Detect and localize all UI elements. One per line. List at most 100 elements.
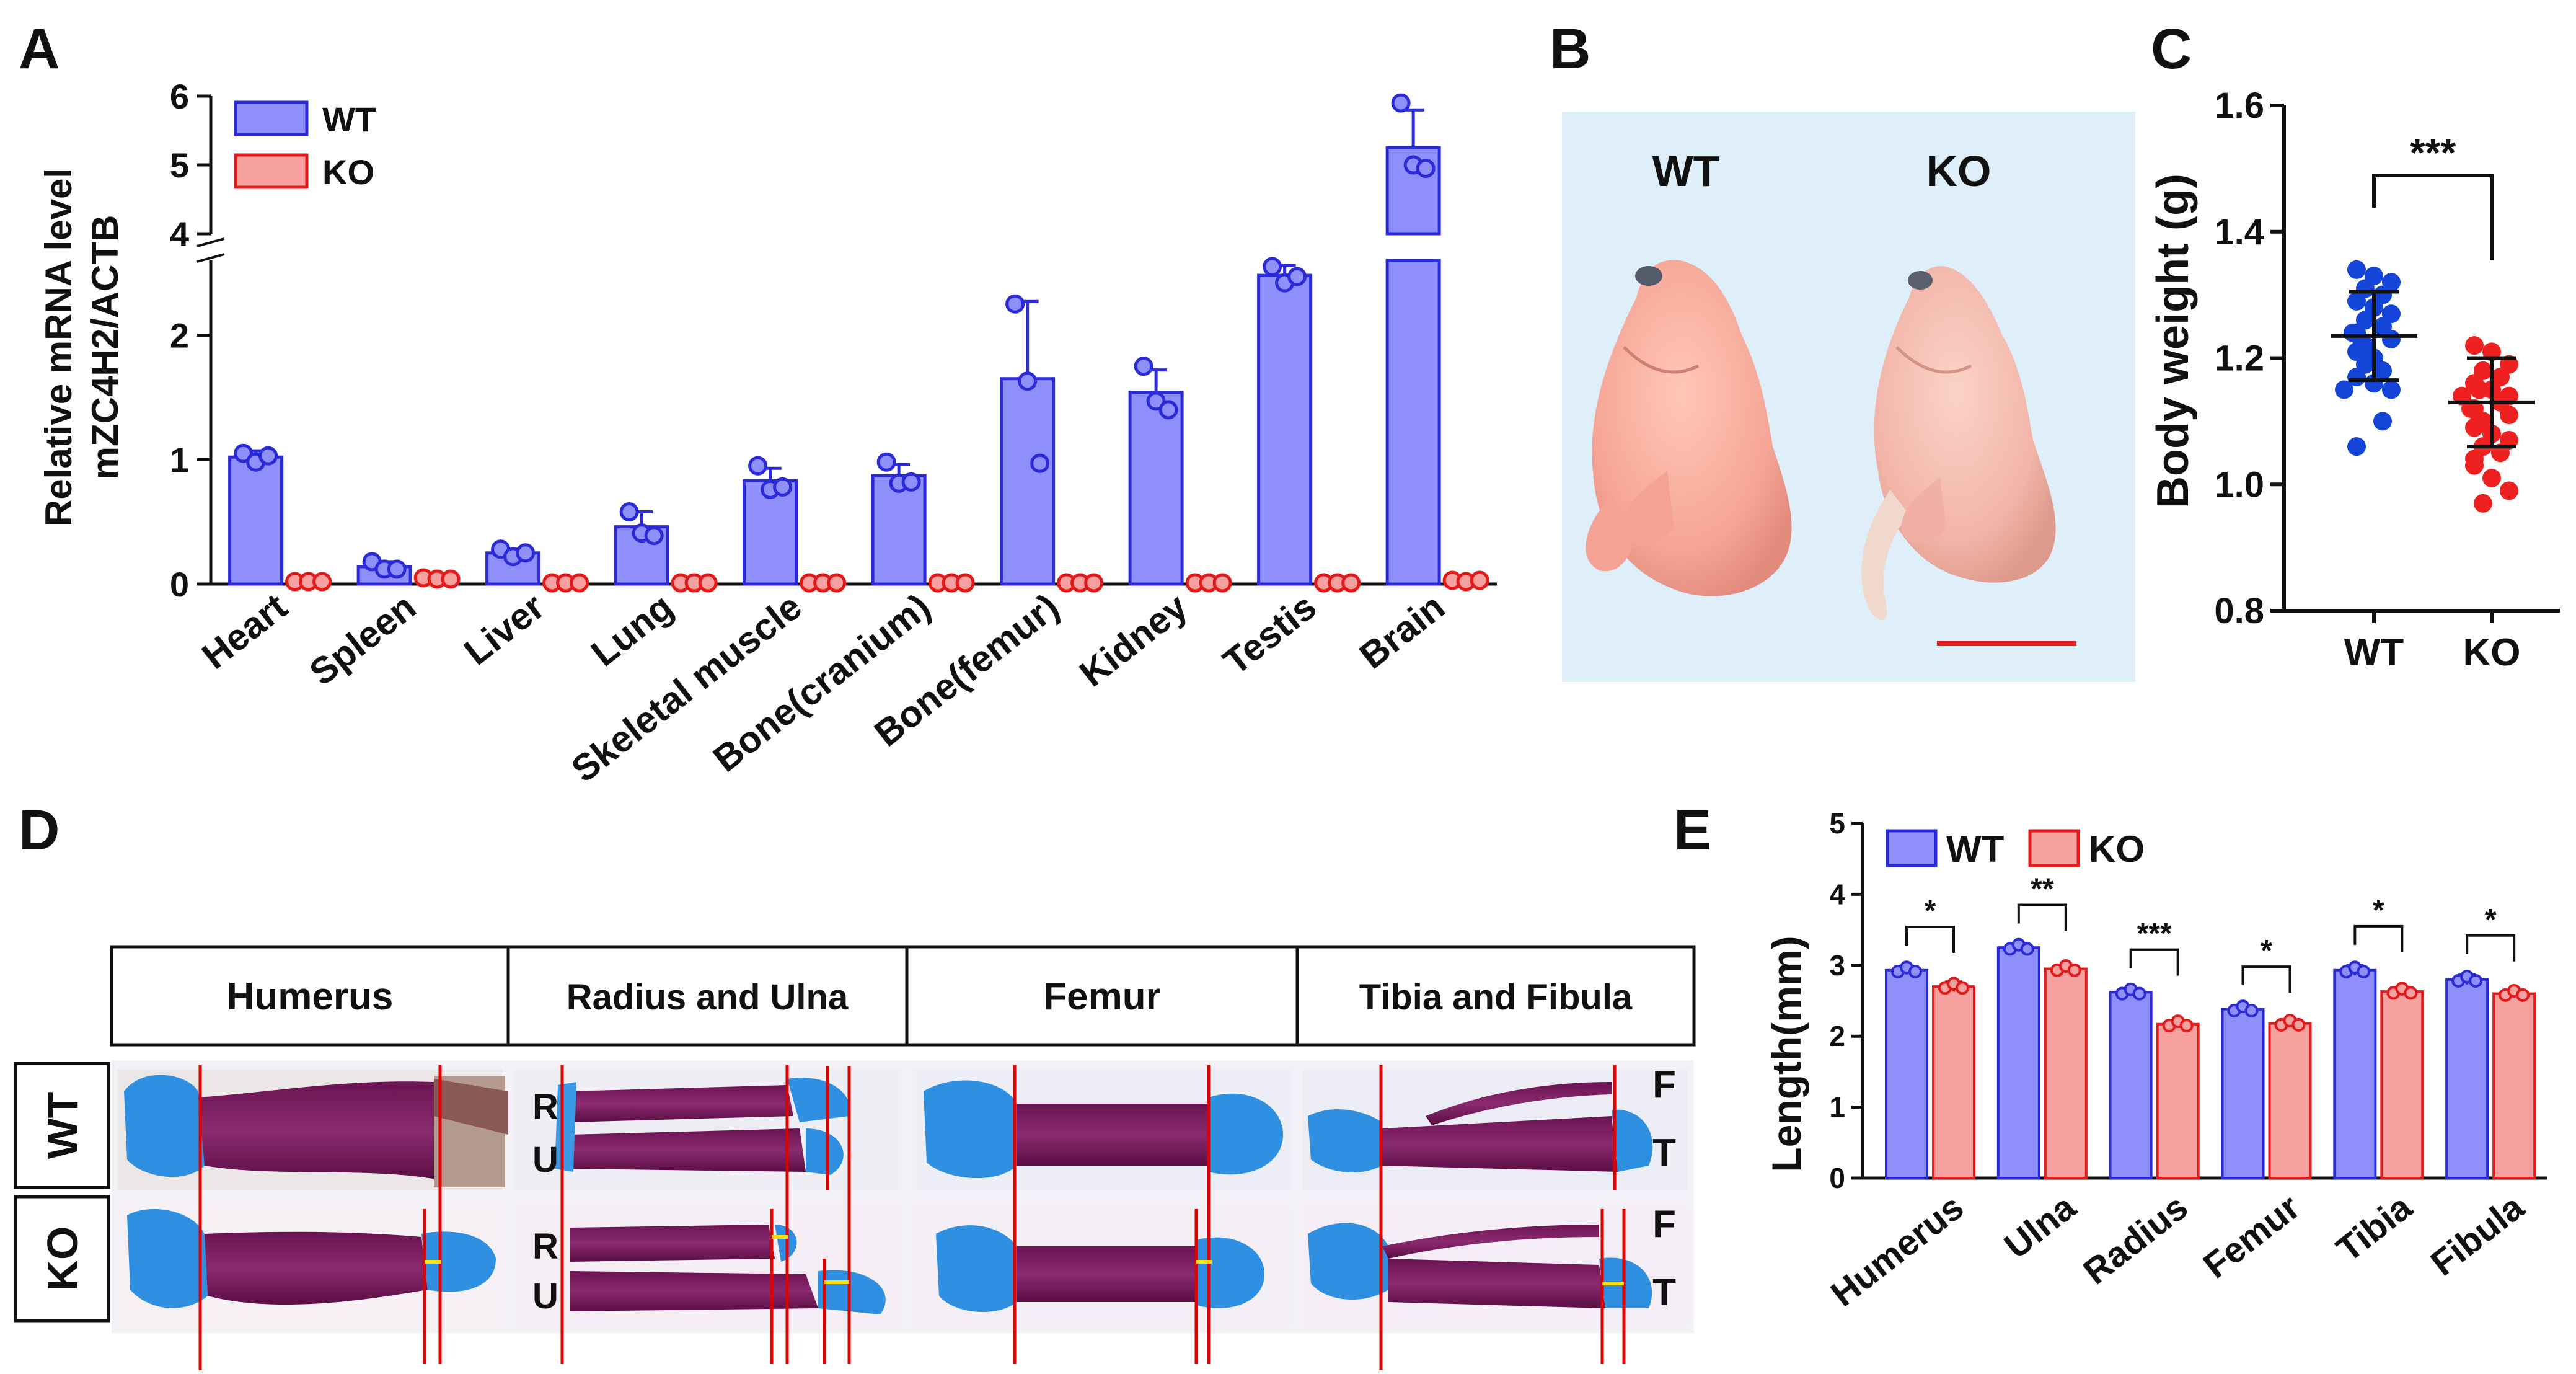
chart-e-bar-wt-ulna xyxy=(1996,946,2040,1179)
chart-a-legend-wt: WT xyxy=(322,100,376,139)
chart-c-point-ko xyxy=(2500,406,2518,425)
col-header-tibia-fibula: Tibia and Fibula xyxy=(1359,977,1633,1017)
femur-wt-image xyxy=(913,1070,1291,1190)
chart-e-significance-ulna: ** xyxy=(2031,873,2054,906)
chart-e-significance-bracket xyxy=(2466,934,2516,962)
chart-a-ytick-label: 0 xyxy=(170,565,189,604)
chart-e-legend-ko: KO xyxy=(2089,828,2145,870)
chart-c-point-ko xyxy=(2465,336,2484,355)
chart-a-point-wt xyxy=(748,456,768,476)
col-header-box-femur xyxy=(905,945,1299,1047)
chart-a-bar-wt-heart xyxy=(228,455,284,586)
chart-e-ytick-label: 3 xyxy=(1829,949,1845,982)
chart-c-ytick-label: 0.8 xyxy=(2214,591,2264,631)
measurement-lines xyxy=(198,1065,1626,1370)
chart-a-ylabel-line1: Relative mRNA level xyxy=(38,168,79,526)
col-header-box-humerus xyxy=(110,945,510,1047)
chart-c-point-wt xyxy=(2347,437,2366,456)
chart-e-significance-bracket xyxy=(2241,965,2291,993)
chart-a-axis-break xyxy=(196,253,225,263)
chart-c-ytick-label: 1.0 xyxy=(2214,464,2264,505)
panel-label-d: D xyxy=(19,799,60,862)
chart-e-bar-wt-tibia xyxy=(2333,968,2377,1179)
chart-c-point-ko xyxy=(2482,469,2501,488)
panel-label-b: B xyxy=(1550,17,1590,81)
chart-a-point-ko xyxy=(827,573,847,593)
chart-a-xtick-label-spleen: Spleen xyxy=(302,585,423,693)
chart-a-point-wt xyxy=(1018,371,1038,391)
chart-a-xtick-label-kidney: Kidney xyxy=(1072,585,1195,694)
chart-c-point-ko xyxy=(2500,481,2518,500)
chart-c-point-ko xyxy=(2470,380,2489,399)
chart-e-significance-bracket xyxy=(2353,924,2404,952)
chart-e-ylabel: Length(mm) xyxy=(1763,936,1809,1172)
chart-a-bar-wt-kidney xyxy=(1128,391,1184,586)
chart-e-significance-bracket xyxy=(2129,948,2179,976)
growth-plate-marks xyxy=(425,1235,1624,1285)
chart-a-point-wt xyxy=(619,502,639,522)
chart-e-bar-ko-femur xyxy=(2268,1022,2312,1180)
chart-c-ytick-label: 1.6 xyxy=(2214,86,2264,126)
chart-a-xtick-label-bone-cranium: Bone(cranium) xyxy=(705,585,938,779)
tibia-fibula-wt-image xyxy=(1303,1070,1688,1190)
label-f-ko: F xyxy=(1652,1203,1676,1246)
chart-e-point-wt xyxy=(1908,965,1922,979)
row-label-wt: WT xyxy=(38,1092,87,1159)
chart-a-point-ko xyxy=(1341,573,1361,593)
chart-a-bar-wt-brain xyxy=(1385,259,1441,586)
chart-a-point-wt xyxy=(1030,453,1050,473)
chart-a-point-ko xyxy=(1084,573,1104,593)
chart-a-bar-wt-bone-femur xyxy=(1000,377,1056,586)
radius-ulna-ko-image xyxy=(514,1206,902,1327)
chart-a-point-ko xyxy=(1212,573,1232,593)
chart-c-ytick-label: 1.4 xyxy=(2214,212,2264,252)
chart-a-xtick-label-lung: Lung xyxy=(583,585,681,674)
chart-c-point-wt xyxy=(2347,291,2366,311)
photo-b-wt-label: WT xyxy=(1652,147,1720,195)
row-label-box-wt xyxy=(14,1062,110,1189)
chart-e-xtick-label-fibula: Fibula xyxy=(2424,1187,2532,1284)
chart-e-bone-length: Length(mm) 012345*Humerus**Ulna***Radius… xyxy=(1763,807,2547,1314)
chart-a-point-ko xyxy=(570,573,589,593)
panel-label-e: E xyxy=(1674,799,1711,862)
chart-a-legend-swatch-wt xyxy=(234,100,309,136)
chart-c-point-ko xyxy=(2465,450,2484,469)
chart-e-significance-femur: * xyxy=(2261,934,2272,967)
row-label-box-ko xyxy=(14,1195,110,1323)
humerus-ko-image xyxy=(118,1206,502,1327)
label-t-ko: T xyxy=(1652,1271,1676,1314)
chart-a-point-wt xyxy=(387,559,407,579)
chart-c-point-wt xyxy=(2382,380,2401,399)
col-header-box-tibia-fibula xyxy=(1295,945,1696,1047)
chart-c-point-wt xyxy=(2373,412,2392,431)
chart-e-point-ko xyxy=(2067,963,2081,977)
row-label-ko: KO xyxy=(38,1226,87,1292)
chart-a-bar-wt-bone-cranium xyxy=(871,474,927,586)
chart-e-legend-swatch-ko xyxy=(2028,829,2080,867)
label-r-wt: R xyxy=(532,1087,558,1127)
femur-ko-image xyxy=(913,1206,1291,1327)
chart-e-point-wt xyxy=(2469,973,2483,988)
chart-e-significance-radius: *** xyxy=(2137,918,2172,951)
chart-e-xtick-label-radius: Radius xyxy=(2076,1187,2195,1292)
chart-e-xtick-label-tibia: Tibia xyxy=(2329,1187,2419,1270)
chart-a-legend-swatch-ko xyxy=(234,153,309,189)
chart-e-bar-ko-tibia xyxy=(2380,990,2424,1180)
chart-e-significance-tibia: * xyxy=(2373,894,2384,927)
chart-c-ylabel: Body weight (g) xyxy=(2148,174,2198,508)
chart-a-point-wt xyxy=(901,472,921,492)
chart-c-point-ko xyxy=(2474,494,2492,513)
chart-e-xtick-label-ulna: Ulna xyxy=(1997,1187,2084,1267)
panel-label-a: A xyxy=(19,17,60,81)
chart-e-point-ko xyxy=(2291,1017,2306,1032)
chart-a-point-wt xyxy=(516,543,536,563)
chart-e-bar-wt-fibula xyxy=(2445,978,2489,1180)
chart-a-axis-break xyxy=(196,237,225,247)
chart-e-significance-bracket xyxy=(2017,903,2067,931)
chart-e-point-wt xyxy=(2020,942,2034,956)
chart-e-bar-ko-ulna xyxy=(2044,967,2088,1180)
chart-c-point-wt xyxy=(2347,260,2366,279)
chart-a-point-ko xyxy=(698,573,718,593)
humerus-wt-image xyxy=(118,1070,508,1190)
